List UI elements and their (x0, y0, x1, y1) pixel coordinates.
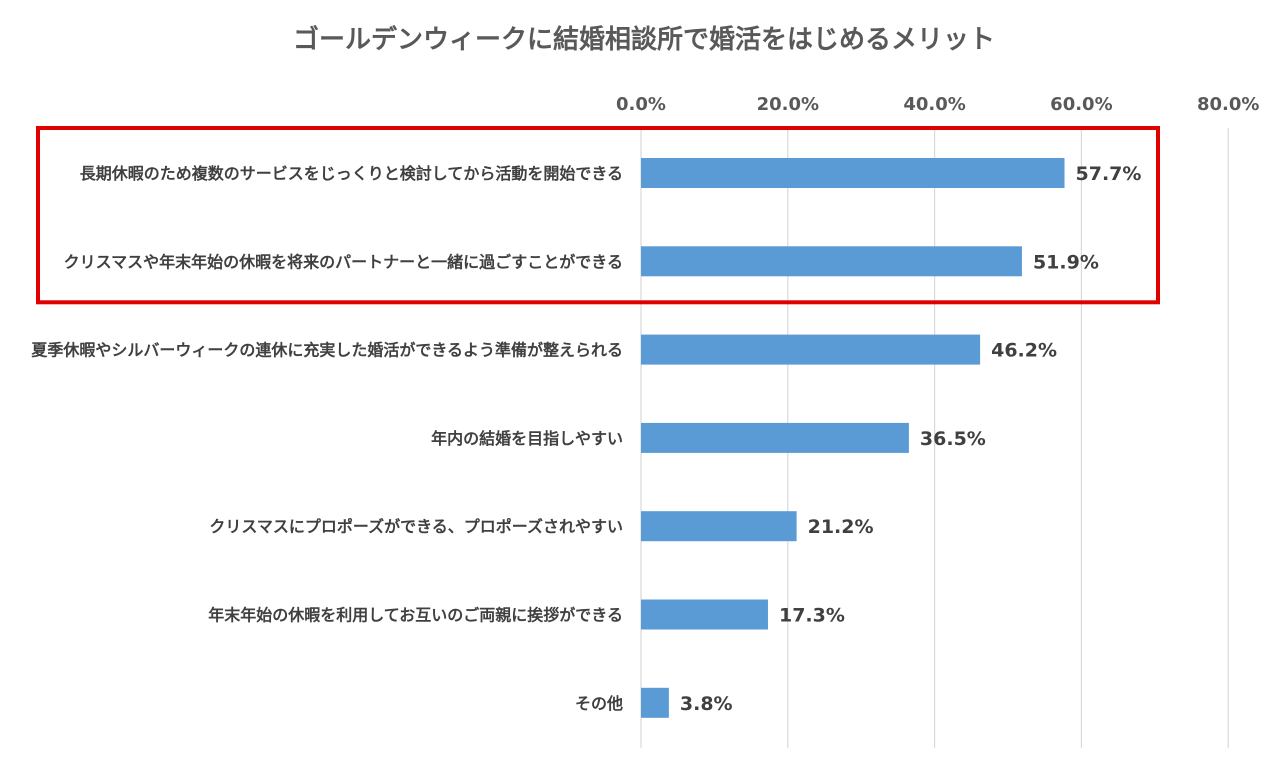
bar (641, 599, 768, 630)
chart-title: ゴールデンウィークに結婚相談所で婚活をはじめるメリット (293, 24, 995, 55)
data-labels: 57.7% 51.9% 46.2% 36.5% 21.2% 17.3% 3.8% (680, 163, 1142, 715)
data-label: 57.7% (1076, 163, 1142, 185)
category-label: その他 (575, 694, 623, 713)
bar (641, 158, 1065, 188)
category-label: クリスマスや年末年始の休暇を将来のパートナーと一緒に過ごすことができる (64, 252, 623, 271)
category-labels: 長期休暇のため複数のサービスをじっくりと検討してから活動を開始できるクリスマスや… (30, 164, 623, 713)
bar (641, 334, 981, 365)
data-label: 36.5% (920, 428, 986, 450)
bar (641, 422, 909, 453)
bar (641, 246, 1022, 277)
data-label: 21.2% (808, 516, 874, 538)
x-tick-label: 20.0% (757, 94, 819, 115)
x-axis-tick-labels: 0.0% 20.0% 40.0% 60.0% 80.0% (616, 94, 1259, 115)
x-tick-label: 60.0% (1050, 94, 1112, 115)
category-label: クリスマスにプロポーズができる、プロポーズされやすい (209, 517, 623, 536)
category-label: 年末年始の休暇を利用してお互いのご両親に挨拶ができる (208, 606, 623, 625)
data-label: 3.8% (680, 693, 733, 715)
data-label: 46.2% (991, 340, 1057, 362)
data-label: 17.3% (779, 605, 845, 627)
bars (641, 158, 1065, 718)
x-tick-label: 80.0% (1197, 94, 1259, 115)
category-label: 長期休暇のため複数のサービスをじっくりと検討してから活動を開始できる (80, 164, 623, 183)
category-label: 年内の結婚を目指しやすい (431, 429, 623, 448)
highlight-box (36, 126, 1160, 305)
gridlines (640, 128, 1229, 748)
data-label: 51.9% (1033, 251, 1099, 273)
bar (641, 687, 669, 718)
x-tick-label: 0.0% (616, 94, 666, 115)
category-label: 夏季休暇やシルバーウィークの連休に充実した婚活ができるよう準備が整えられる (30, 341, 623, 360)
x-tick-label: 40.0% (903, 94, 965, 115)
bar (641, 511, 797, 542)
